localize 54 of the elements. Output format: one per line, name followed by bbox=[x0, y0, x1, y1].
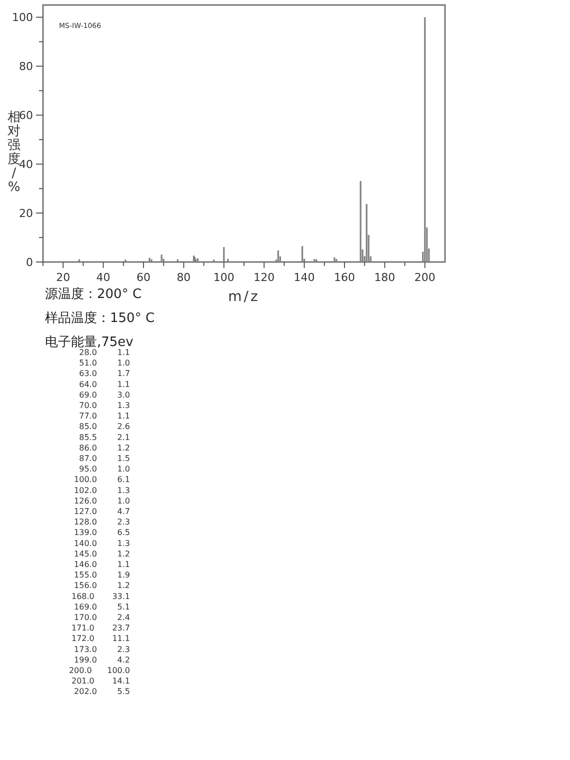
y-tick-label: 100 bbox=[12, 11, 33, 24]
text: 155.0 1.9 bbox=[74, 570, 130, 580]
text: 169.0 5.1 bbox=[74, 602, 130, 612]
y-tick-label: 20 bbox=[19, 207, 33, 220]
text: 28.0 1.1 bbox=[79, 348, 130, 357]
text: 139.0 6.5 bbox=[74, 528, 130, 538]
text: 87.0 1.5 bbox=[79, 454, 130, 463]
y-tick-label: 0 bbox=[26, 256, 33, 269]
text: 146.0 1.1 bbox=[74, 560, 130, 569]
text: 170.0 2.4 bbox=[74, 613, 130, 622]
text: 64.0 1.1 bbox=[79, 380, 130, 389]
text: 85.0 2.6 bbox=[79, 422, 130, 432]
x-tick-label: 180 bbox=[374, 271, 396, 284]
text: 源温度：200° C bbox=[45, 286, 142, 302]
x-tick-label: 120 bbox=[254, 271, 275, 284]
text: 69.0 3.0 bbox=[79, 390, 130, 400]
text: 100.0 6.1 bbox=[74, 475, 130, 484]
text: 172.0 11.1 bbox=[71, 634, 130, 644]
text: 202.0 5.5 bbox=[74, 687, 130, 696]
text: 171.0 23.7 bbox=[71, 624, 130, 633]
x-tick-label: 140 bbox=[294, 271, 315, 284]
text: 200.0 100.0 bbox=[68, 666, 130, 675]
x-tick-label: 80 bbox=[176, 271, 191, 284]
x-tick-label: 20 bbox=[56, 271, 70, 284]
text: 电子能量,75ev bbox=[45, 335, 134, 350]
x-tick-label: 200 bbox=[414, 271, 436, 284]
text: 173.0 2.3 bbox=[74, 644, 130, 654]
y-tick-label: 40 bbox=[19, 158, 33, 172]
text: 95.0 1.0 bbox=[79, 464, 130, 474]
text: 样品温度：150° C bbox=[45, 310, 155, 326]
text: 145.0 1.2 bbox=[74, 549, 130, 558]
text: 51.0 1.0 bbox=[79, 358, 130, 368]
text: 127.0 4.7 bbox=[74, 507, 130, 516]
x-axis-title: m/z bbox=[228, 289, 260, 305]
text: 77.0 1.1 bbox=[79, 412, 130, 421]
text: 102.0 1.3 bbox=[74, 486, 130, 495]
x-tick-label: 160 bbox=[334, 271, 355, 284]
x-tick-label: 40 bbox=[96, 271, 110, 284]
text: 63.0 1.7 bbox=[79, 369, 130, 378]
text: 86.0 1.2 bbox=[79, 443, 130, 452]
text: 201.0 14.1 bbox=[71, 676, 130, 686]
text: 85.5 2.1 bbox=[79, 432, 130, 442]
y-axis-title: 相对强度/% bbox=[8, 110, 20, 195]
y-tick-label: 80 bbox=[19, 60, 33, 74]
text: 156.0 1.2 bbox=[74, 581, 130, 590]
y-tick-label: 60 bbox=[19, 109, 33, 122]
x-tick-label: 100 bbox=[213, 271, 234, 284]
text: 140.0 1.3 bbox=[74, 538, 130, 548]
text: 70.0 1.3 bbox=[79, 401, 130, 410]
text: 128.0 2.3 bbox=[74, 518, 130, 527]
text: 168.0 33.1 bbox=[71, 592, 130, 601]
text: 199.0 4.2 bbox=[74, 655, 130, 664]
text: 126.0 1.0 bbox=[74, 496, 130, 506]
x-tick-label: 60 bbox=[136, 271, 150, 284]
